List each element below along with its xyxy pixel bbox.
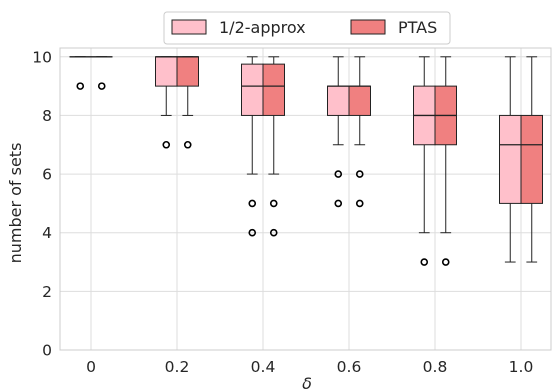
box-1-2-approx bbox=[241, 56, 264, 237]
box-body bbox=[327, 85, 350, 116]
outlier-point bbox=[269, 199, 278, 208]
y-tick-label: 4 bbox=[42, 224, 52, 242]
x-tick-label: 0.8 bbox=[423, 358, 448, 376]
outlier-point bbox=[162, 140, 171, 149]
box-body bbox=[348, 85, 371, 116]
outlier-point bbox=[334, 170, 343, 178]
box-ptas bbox=[520, 56, 543, 263]
x-tick-label: 0.4 bbox=[251, 358, 276, 376]
outlier-point bbox=[97, 82, 106, 90]
box-1-2-approx bbox=[155, 56, 178, 149]
y-tick-label: 6 bbox=[42, 166, 52, 184]
boxes bbox=[69, 56, 543, 266]
x-tick-label: 0.2 bbox=[165, 358, 190, 376]
outlier-point bbox=[248, 228, 257, 237]
outlier-point bbox=[183, 140, 192, 149]
y-tick-label: 8 bbox=[42, 107, 52, 125]
x-tick-label: 0 bbox=[86, 358, 96, 376]
y-tick-label: 0 bbox=[42, 342, 52, 360]
box-ptas bbox=[434, 56, 457, 266]
box-1-2-approx bbox=[69, 56, 91, 90]
outlier-point bbox=[441, 258, 450, 266]
box-1-2-approx bbox=[327, 56, 350, 208]
box-1-2-approx bbox=[499, 56, 522, 263]
box-ptas bbox=[91, 56, 113, 90]
outlier-point bbox=[269, 228, 278, 237]
x-tick-label: 1.0 bbox=[509, 358, 534, 376]
box-ptas bbox=[348, 56, 371, 208]
x-axis-label: δ bbox=[302, 374, 312, 391]
box-body bbox=[262, 63, 285, 116]
plot-border bbox=[59, 47, 552, 351]
box-body bbox=[176, 56, 199, 87]
box-body bbox=[520, 114, 543, 204]
outlier-point bbox=[76, 82, 85, 90]
grid bbox=[60, 48, 551, 351]
legend-swatch bbox=[350, 19, 386, 35]
outlier-point bbox=[248, 199, 257, 208]
outlier-point bbox=[420, 258, 429, 266]
legend-label: 1/2-approx bbox=[219, 18, 306, 37]
y-axis-ticks: 0 2 4 6 8 10 bbox=[32, 48, 52, 359]
outlier-point bbox=[355, 199, 364, 208]
y-tick-label: 10 bbox=[32, 48, 52, 66]
x-axis-ticks: 0 0.2 0.4 0.6 0.8 1.0 bbox=[86, 358, 533, 376]
box-ptas bbox=[262, 56, 285, 237]
plot-frame bbox=[59, 47, 552, 351]
legend-swatch bbox=[171, 19, 207, 35]
box-body bbox=[241, 63, 264, 116]
legend-label: PTAS bbox=[398, 18, 437, 37]
box-1-2-approx bbox=[413, 56, 436, 266]
legend: 1/2-approx PTAS bbox=[163, 11, 451, 45]
outlier-point bbox=[334, 199, 343, 208]
y-axis-label: number of sets bbox=[6, 143, 25, 264]
x-tick-label: 0.6 bbox=[337, 358, 362, 376]
outlier-point bbox=[355, 170, 364, 178]
box-ptas bbox=[176, 56, 199, 149]
box-body bbox=[155, 56, 178, 87]
box-body bbox=[499, 114, 522, 204]
y-tick-label: 2 bbox=[42, 283, 52, 301]
